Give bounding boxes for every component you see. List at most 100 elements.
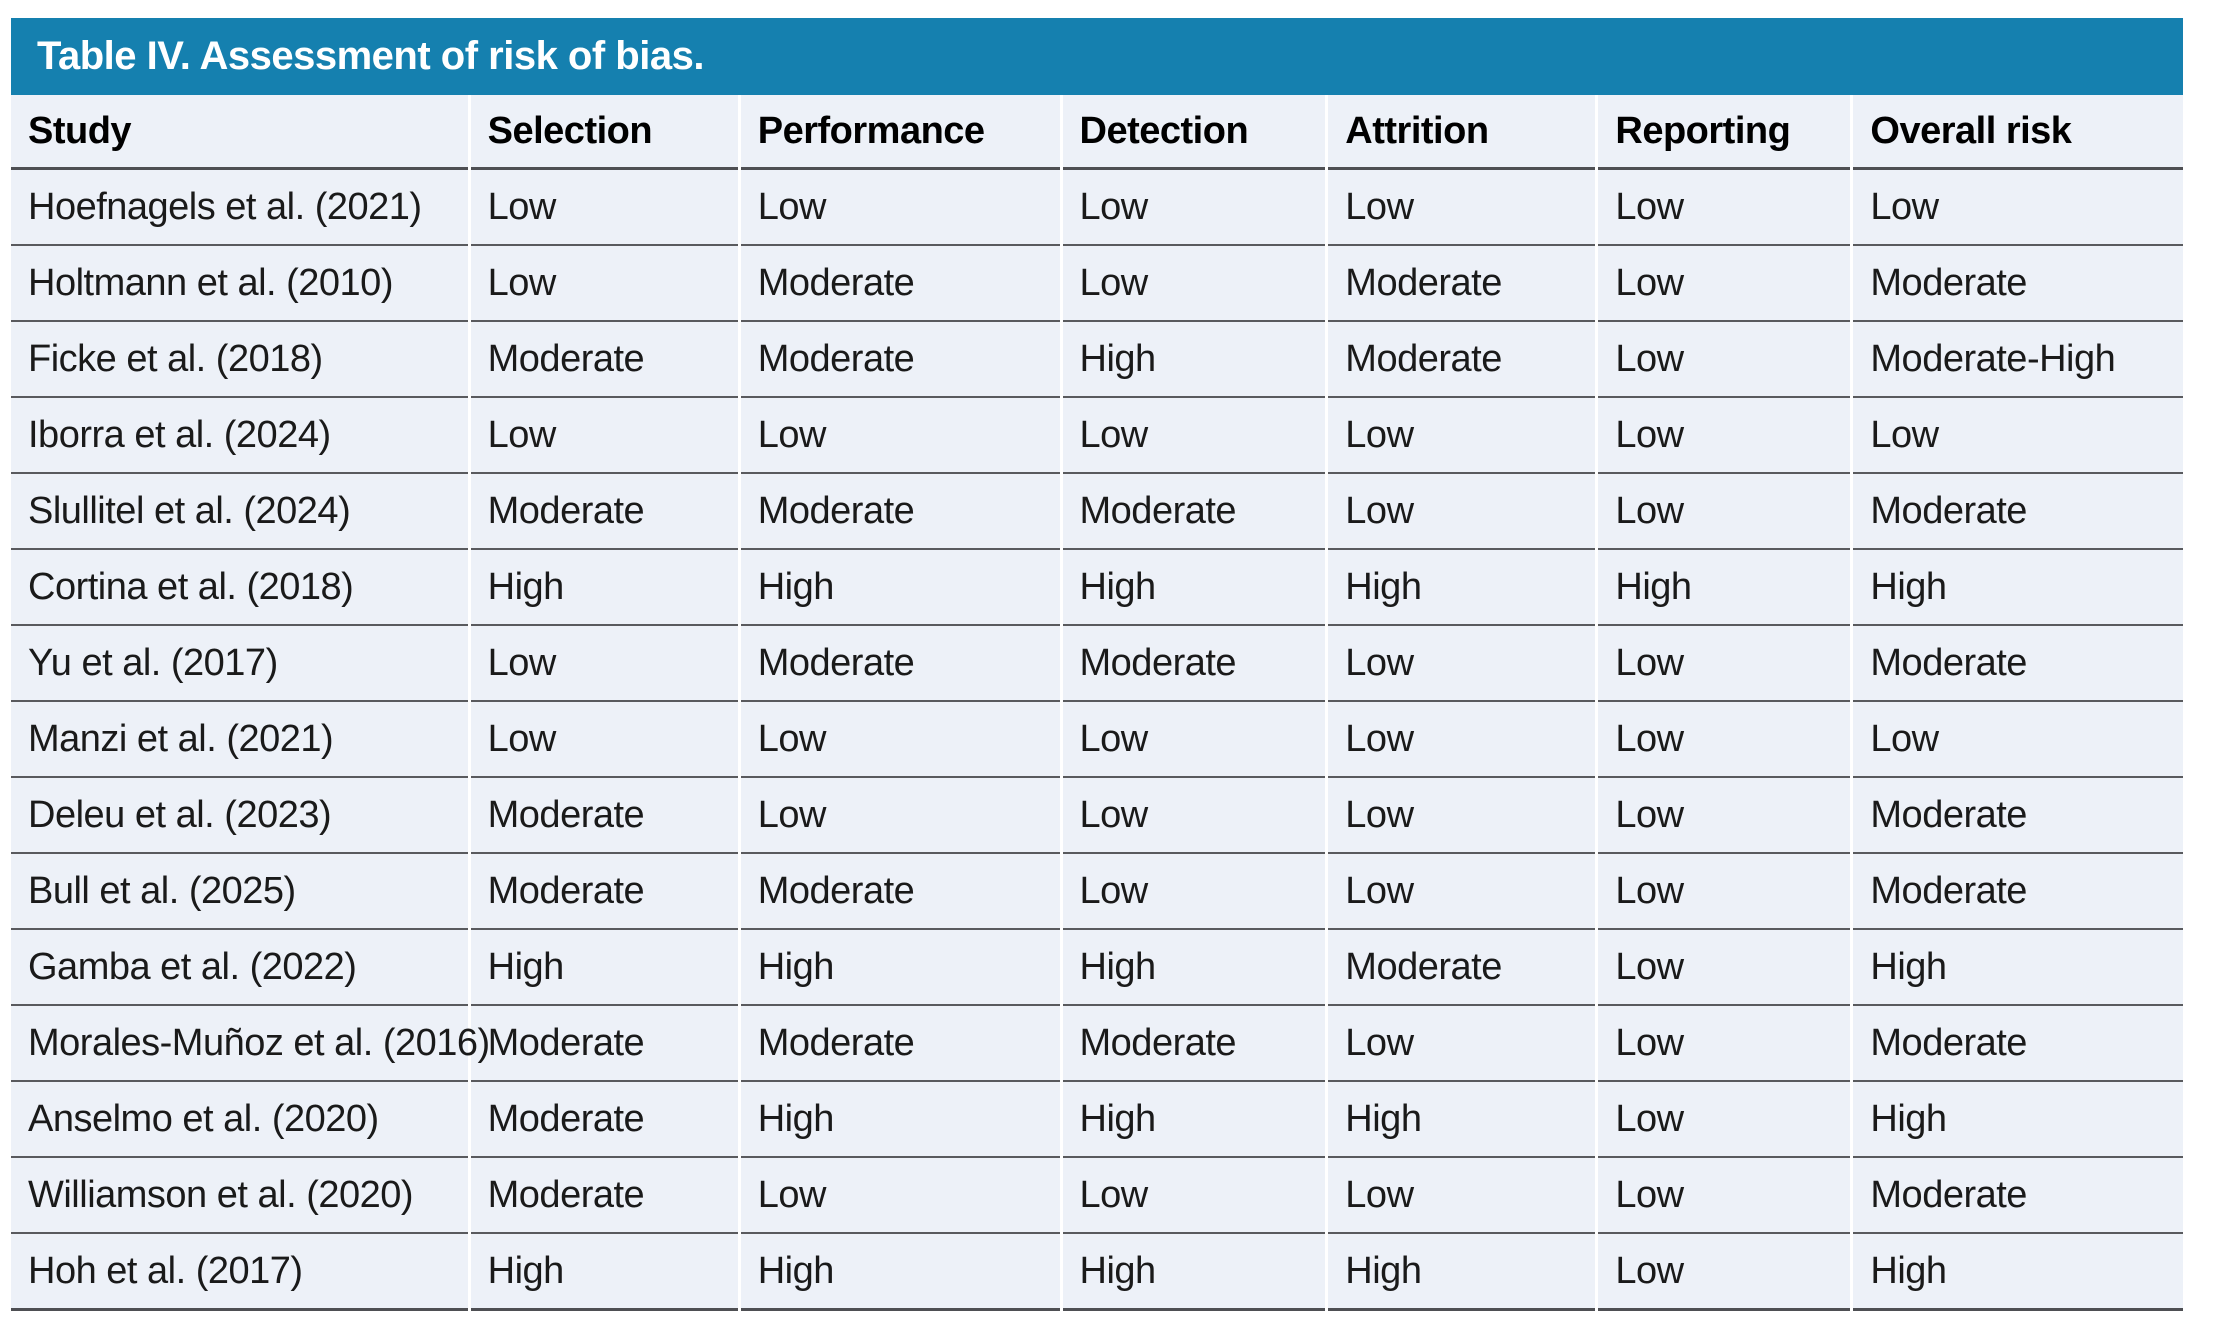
risk-value-cell: High: [1598, 550, 1851, 626]
risk-value-cell: Low: [470, 246, 738, 322]
study-cell: Williamson et al. (2020): [11, 1158, 468, 1234]
risk-value-cell: Moderate: [740, 474, 1060, 550]
risk-value-cell: Moderate: [740, 322, 1060, 398]
risk-value-cell: Low: [740, 778, 1060, 854]
risk-value-cell: Low: [470, 170, 738, 246]
risk-value-cell: Low: [740, 170, 1060, 246]
risk-value-cell: Moderate: [1853, 778, 2183, 854]
risk-value-cell: Low: [1598, 170, 1851, 246]
risk-value-cell: Low: [1598, 246, 1851, 322]
study-cell: Cortina et al. (2018): [11, 550, 468, 626]
risk-value-cell: Low: [1328, 702, 1596, 778]
table-row: Manzi et al. (2021) Low Low Low Low Low Low: [11, 702, 2183, 778]
risk-value-cell: Low: [1328, 626, 1596, 702]
risk-value-cell: High: [1853, 550, 2183, 626]
risk-value-cell: Moderate: [1853, 854, 2183, 930]
risk-value-cell: Moderate: [1853, 1158, 2183, 1234]
risk-value-cell: Moderate: [1062, 1006, 1326, 1082]
risk-value-cell: Low: [1598, 1158, 1851, 1234]
risk-value-cell: Low: [1062, 246, 1326, 322]
risk-value-cell: High: [740, 550, 1060, 626]
column-header-attrition: Attrition: [1328, 95, 1596, 170]
table-header: Study Selection Performance Detection At…: [11, 95, 2183, 170]
risk-value-cell: Moderate: [740, 1006, 1060, 1082]
table-row: Iborra et al. (2024) Low Low Low Low Low Low: [11, 398, 2183, 474]
risk-value-cell: High: [740, 1234, 1060, 1311]
table-row: Deleu et al. (2023) Moderate Low Low Low Low M…: [11, 778, 2183, 854]
risk-value-cell: Low: [1853, 398, 2183, 474]
risk-value-cell: Moderate: [470, 1006, 738, 1082]
risk-value-cell: Low: [1062, 170, 1326, 246]
study-cell: Holtmann et al. (2010): [11, 246, 468, 322]
risk-value-cell: Low: [1598, 474, 1851, 550]
column-header-performance: Performance: [740, 95, 1060, 170]
risk-value-cell: High: [1853, 1082, 2183, 1158]
risk-value-cell: Low: [1328, 1158, 1596, 1234]
risk-value-cell: Low: [1853, 702, 2183, 778]
risk-value-cell: Moderate: [740, 626, 1060, 702]
risk-value-cell: Moderate: [740, 854, 1060, 930]
risk-value-cell: Moderate: [470, 1082, 738, 1158]
study-cell: Bull et al. (2025): [11, 854, 468, 930]
risk-of-bias-table: Study Selection Performance Detection At…: [8, 95, 2186, 1311]
risk-value-cell: Moderate: [740, 246, 1060, 322]
risk-value-cell: High: [1853, 930, 2183, 1006]
risk-value-cell: Low: [1062, 702, 1326, 778]
table-row: Yu et al. (2017) Low Moderate Moderate Low Lo…: [11, 626, 2183, 702]
risk-value-cell: Moderate: [1853, 474, 2183, 550]
table-row: Morales-Muñoz et al. (2016) Moderate Moder…: [11, 1006, 2183, 1082]
risk-value-cell: Low: [1598, 1082, 1851, 1158]
risk-value-cell: Low: [1328, 1006, 1596, 1082]
study-cell: Slullitel et al. (2024): [11, 474, 468, 550]
risk-value-cell: High: [1328, 550, 1596, 626]
risk-value-cell: Low: [1328, 398, 1596, 474]
table-row: Anselmo et al. (2020) Moderate High High Hig…: [11, 1082, 2183, 1158]
study-cell: Anselmo et al. (2020): [11, 1082, 468, 1158]
risk-value-cell: Moderate: [1853, 246, 2183, 322]
risk-value-cell: Moderate: [1062, 474, 1326, 550]
risk-value-cell: Moderate: [470, 854, 738, 930]
risk-value-cell: Moderate: [1853, 1006, 2183, 1082]
table-body: Hoefnagels et al. (2021) Low Low Low Low Low L…: [11, 170, 2183, 1311]
study-cell: Gamba et al. (2022): [11, 930, 468, 1006]
risk-value-cell: Moderate: [470, 322, 738, 398]
risk-value-cell: Low: [1598, 854, 1851, 930]
risk-value-cell: High: [1853, 1234, 2183, 1311]
risk-value-cell: Low: [1598, 322, 1851, 398]
risk-value-cell: Low: [1062, 854, 1326, 930]
table-row: Ficke et al. (2018) Moderate Moderate High M…: [11, 322, 2183, 398]
risk-value-cell: High: [1062, 322, 1326, 398]
risk-value-cell: Low: [740, 702, 1060, 778]
table-row: Hoh et al. (2017) High High High High Low High: [11, 1234, 2183, 1311]
risk-value-cell: High: [470, 930, 738, 1006]
risk-value-cell: Moderate: [470, 1158, 738, 1234]
study-cell: Ficke et al. (2018): [11, 322, 468, 398]
column-header-selection: Selection: [470, 95, 738, 170]
table-row: Gamba et al. (2022) High High High Moderate L…: [11, 930, 2183, 1006]
risk-of-bias-table-container: Table IV. Assessment of risk of bias. St…: [11, 18, 2183, 1311]
risk-value-cell: Low: [1598, 778, 1851, 854]
risk-value-cell: Low: [1598, 1234, 1851, 1311]
risk-value-cell: Low: [1328, 854, 1596, 930]
study-cell: Hoefnagels et al. (2021): [11, 170, 468, 246]
study-cell: Hoh et al. (2017): [11, 1234, 468, 1311]
risk-value-cell: High: [1062, 550, 1326, 626]
header-row: Study Selection Performance Detection At…: [11, 95, 2183, 170]
risk-value-cell: Low: [470, 626, 738, 702]
risk-value-cell: High: [1062, 1082, 1326, 1158]
risk-value-cell: Low: [1062, 778, 1326, 854]
risk-value-cell: Low: [1598, 398, 1851, 474]
study-cell: Iborra et al. (2024): [11, 398, 468, 474]
risk-value-cell: High: [1062, 930, 1326, 1006]
risk-value-cell: Moderate: [1062, 626, 1326, 702]
risk-value-cell: Moderate: [1328, 930, 1596, 1006]
study-cell: Manzi et al. (2021): [11, 702, 468, 778]
table-row: Holtmann et al. (2010) Low Moderate Low Mode…: [11, 246, 2183, 322]
risk-value-cell: High: [1328, 1082, 1596, 1158]
risk-value-cell: Low: [740, 398, 1060, 474]
risk-value-cell: Moderate: [470, 474, 738, 550]
risk-value-cell: Low: [1328, 778, 1596, 854]
risk-value-cell: Low: [740, 1158, 1060, 1234]
study-cell: Yu et al. (2017): [11, 626, 468, 702]
risk-value-cell: Low: [1598, 1006, 1851, 1082]
